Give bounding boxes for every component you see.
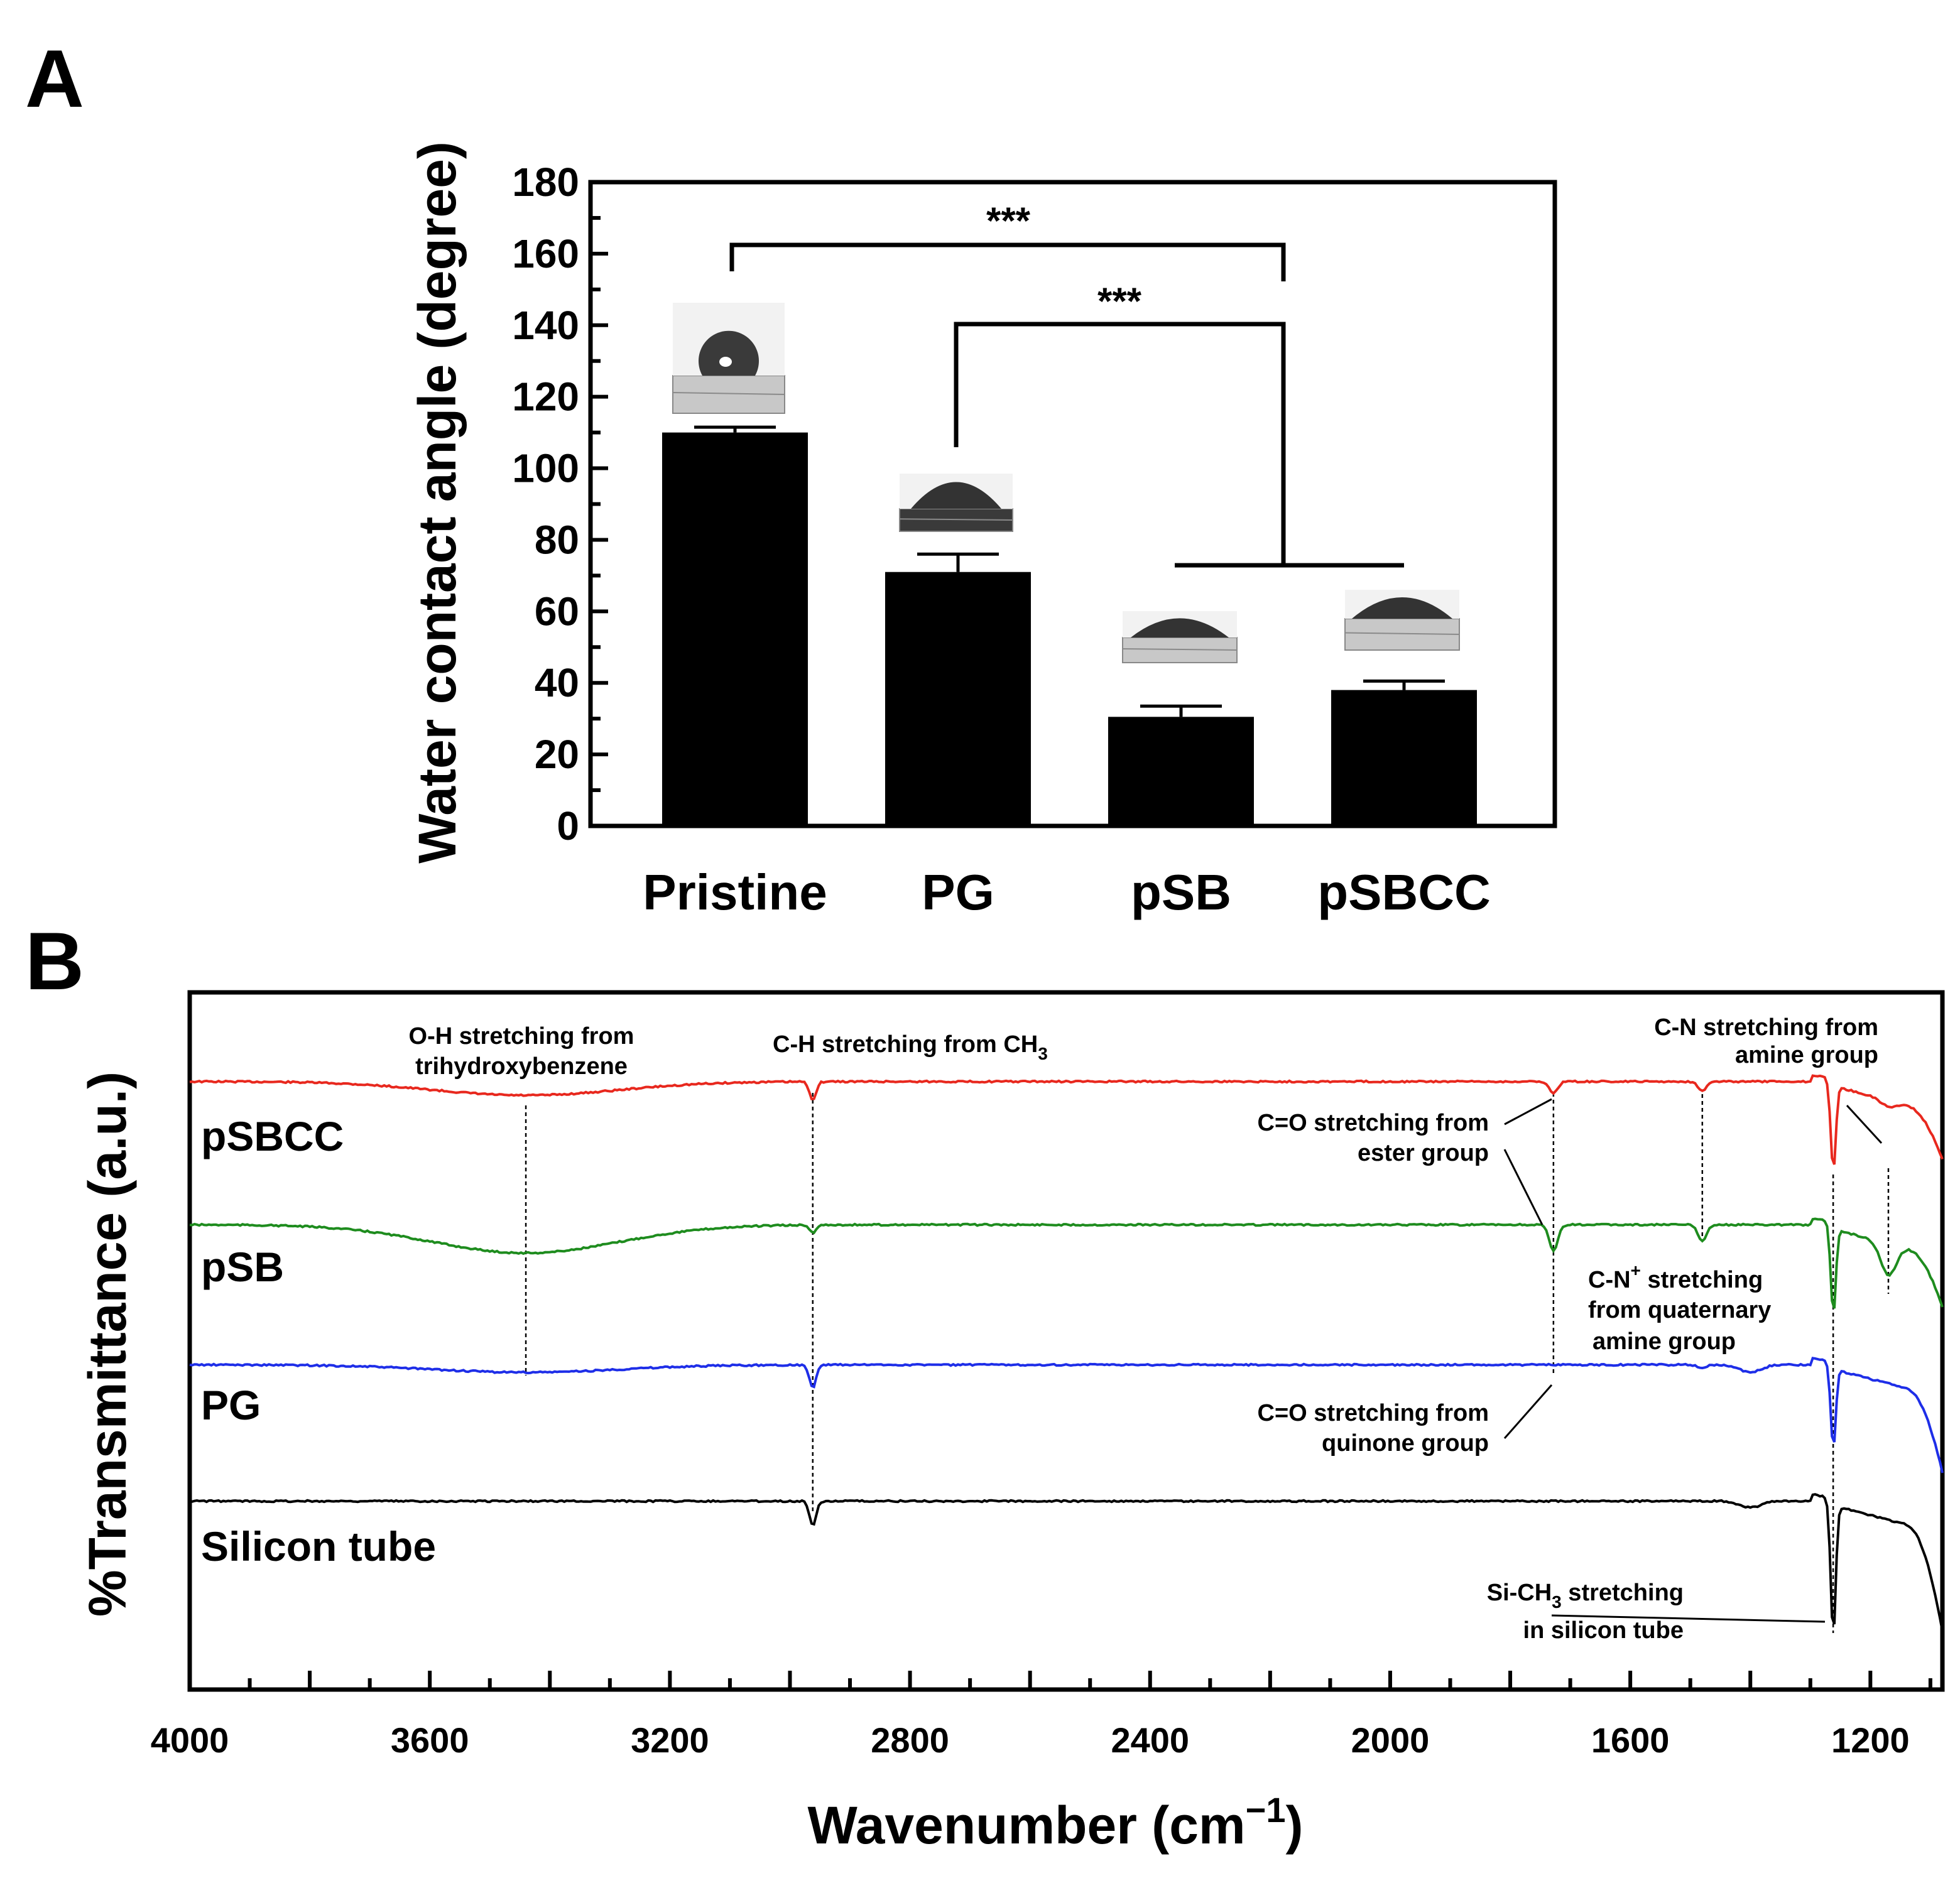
annotation-oh-1: O-H stretching from (409, 1023, 634, 1050)
y-tick-label: 0 (557, 803, 579, 849)
annotation-sich-2: in silicon tube (1523, 1617, 1684, 1644)
annotation-co-ester-1: C=O stretching from (1258, 1110, 1489, 1136)
droplet-image-psbcc (1344, 590, 1460, 651)
spectrum-psb (189, 1217, 1944, 1309)
spectrum-psbcc (189, 1074, 1944, 1165)
annotation-sich-1: Si-CH3 stretching (1487, 1580, 1684, 1612)
panel-label-b: B (25, 915, 84, 1007)
annotation-leaders (1503, 1098, 1883, 1623)
x-tick-label: 3600 (391, 1720, 469, 1760)
category-label-psbcc: pSBCC (1317, 864, 1491, 920)
annotation-oh-2: trihydroxybenzene (415, 1053, 628, 1080)
annotation-ch: C-H stretching from CH3 (773, 1031, 1048, 1063)
x-axis-ticks-b: 4000 3600 3200 2800 2400 2000 1600 1200 (151, 1671, 1932, 1760)
panel-label-a: A (25, 33, 84, 124)
series-label-psbcc: pSBCC (201, 1113, 344, 1159)
bracket-pristine-vs-group (729, 242, 1286, 281)
category-labels: Pristine PG pSB pSBCC (643, 864, 1490, 920)
bars-group (662, 425, 1477, 826)
bracket-pg-vs-group (954, 322, 1286, 565)
bar-pristine (662, 432, 808, 826)
peak-guide-lines (525, 1093, 1890, 1633)
y-tick-label: 80 (535, 517, 579, 562)
annotation-cnq-2: from quaternary (1588, 1297, 1771, 1323)
x-tick-label: 2000 (1351, 1720, 1430, 1760)
y-tick-label: 100 (512, 446, 579, 491)
y-tick-label: 40 (535, 660, 579, 705)
y-tick-label: 120 (512, 374, 579, 420)
annotation-cn-2: amine group (1735, 1042, 1878, 1068)
x-tick-label: 1200 (1831, 1720, 1910, 1760)
annotation-cn-1: C-N stretching from (1654, 1014, 1878, 1041)
significance-label-1: *** (986, 200, 1031, 242)
y-axis-title-b: %Transmittance (a.u.) (78, 1072, 137, 1617)
droplet-images (672, 303, 1460, 663)
category-label-psb: pSB (1131, 864, 1231, 920)
annotation-co-quin-2: quinone group (1322, 1430, 1489, 1457)
annotation-co-ester-2: ester group (1358, 1140, 1489, 1166)
significance-label-2: *** (1097, 280, 1142, 322)
annotation-co-quin-1: C=O stretching from (1258, 1400, 1489, 1426)
bar-chart-panel-a: 0 20 40 60 80 100 120 140 160 180 Pristine PG pSB pS… (408, 141, 1557, 920)
droplet-image-pg (899, 474, 1013, 532)
annotation-cnq-1: C-N+ stretching (1588, 1261, 1763, 1293)
droplet-image-pristine (672, 303, 785, 414)
category-label-pg: PG (922, 864, 994, 920)
x-axis-title-b: Wavenumber (cm−1) (808, 1790, 1304, 1855)
spectrum-silicon-tube (189, 1493, 1944, 1632)
ftir-chart-panel-b: 4000 3600 3200 2800 2400 2000 1600 1200 pSBCC p… (78, 990, 1945, 1855)
series-label-psb: pSB (201, 1244, 284, 1290)
y-tick-label: 60 (535, 589, 579, 634)
bar-psb (1108, 717, 1254, 826)
x-tick-label: 2800 (871, 1720, 949, 1760)
y-tick-label: 180 (512, 160, 579, 205)
category-label-pristine: Pristine (643, 864, 827, 920)
y-tick-label: 20 (535, 732, 579, 777)
x-tick-label: 3200 (631, 1720, 709, 1760)
spectrum-pg (189, 1357, 1944, 1473)
spectra-group (189, 1074, 1944, 1632)
x-tick-label: 1600 (1591, 1720, 1670, 1760)
x-tick-label: 4000 (151, 1720, 229, 1760)
droplet-image-psb (1122, 611, 1238, 663)
x-tick-label: 2400 (1111, 1720, 1189, 1760)
y-axis-ticks-a: 0 20 40 60 80 100 120 140 160 180 (512, 160, 608, 849)
y-tick-label: 140 (512, 303, 579, 348)
bar-psbcc (1331, 690, 1477, 826)
bar-pg (885, 572, 1031, 826)
significance-brackets (729, 242, 1404, 568)
series-label-silicon: Silicon tube (201, 1523, 436, 1570)
series-label-pg: PG (201, 1382, 261, 1428)
y-axis-title-a: Water contact angle (degree) (408, 141, 467, 864)
plot-frame-b (187, 990, 1945, 1692)
y-tick-label: 160 (512, 231, 579, 276)
annotation-cnq-3: amine group (1592, 1328, 1736, 1355)
